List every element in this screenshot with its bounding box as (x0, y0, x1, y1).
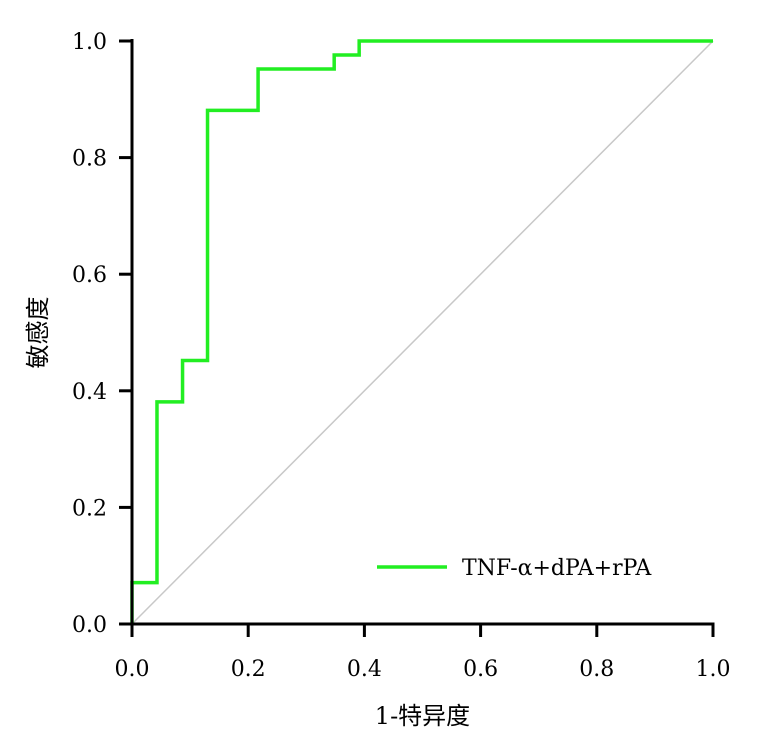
x-tick-label: 0.8 (579, 657, 614, 682)
roc-curve-series-0 (130, 39, 713, 624)
x-axis-title: 1-特异度 (375, 702, 470, 730)
legend: TNF-α+dPA+rPA (377, 556, 652, 581)
y-tick-label: 0.8 (72, 147, 107, 172)
reference-layer (131, 40, 714, 625)
y-tick-label: 0.0 (72, 613, 107, 638)
legend-label: TNF-α+dPA+rPA (462, 556, 652, 581)
series-layer (130, 39, 713, 624)
y-tick-label: 0.6 (72, 263, 107, 288)
axes-layer (130, 39, 715, 626)
x-tick-label: 0.0 (115, 657, 150, 682)
y-tick-label: 0.4 (72, 380, 107, 405)
y-tick-label: 0.2 (72, 496, 107, 521)
y-tick-label: 1.0 (72, 30, 107, 55)
x-tick-label: 0.2 (231, 657, 266, 682)
x-tick-label: 1.0 (696, 657, 731, 682)
ticks-layer: 0.0 0.2 0.4 0.6 0.8 1.0 0.0 0.2 0.4 0.6 0.8 1.0 (72, 30, 731, 682)
reference-diagonal-line (131, 40, 714, 625)
x-tick-label: 0.6 (463, 657, 498, 682)
x-tick-label: 0.4 (347, 657, 382, 682)
y-axis-title: 敏感度 (24, 297, 52, 369)
